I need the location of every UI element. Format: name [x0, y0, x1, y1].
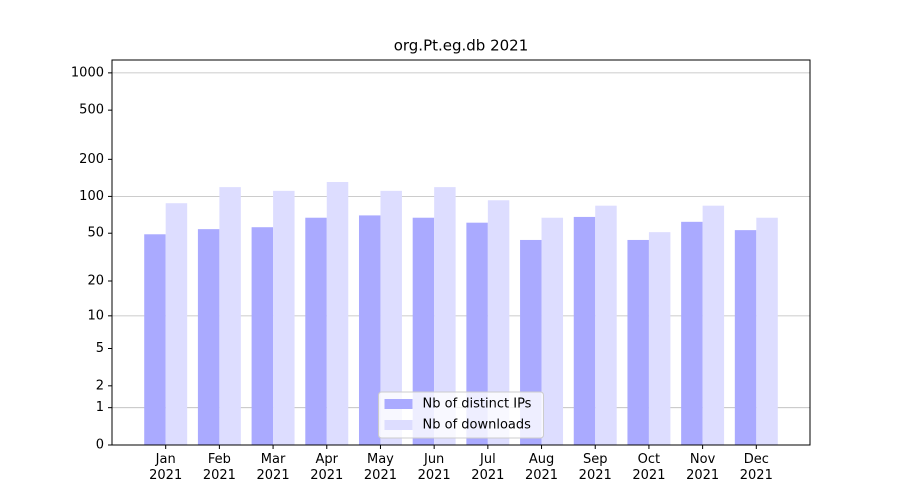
- bar: [197, 229, 220, 445]
- bar: [144, 234, 166, 445]
- x-tick-label: Apr 2021: [310, 452, 344, 483]
- x-tick-label: Jul 2021: [471, 452, 505, 483]
- y-tick-label: 20: [87, 274, 104, 289]
- y-tick-label: 100: [79, 189, 104, 204]
- bar: [273, 190, 295, 445]
- bar: [466, 222, 488, 445]
- bar: [487, 200, 510, 445]
- plot-frame: [111, 59, 811, 446]
- bar: [702, 205, 725, 445]
- y-tick-label: 500: [79, 103, 104, 118]
- legend-box: [378, 391, 544, 439]
- bar: [573, 216, 596, 445]
- x-tick-label: Nov 2021: [686, 452, 720, 483]
- legend: Nb of distinct IPs Nb of downloads: [378, 391, 544, 439]
- bar: [681, 221, 703, 445]
- bar: [326, 181, 349, 445]
- x-tick-label: Dec 2021: [739, 452, 773, 483]
- y-tick-label: 50: [87, 226, 104, 241]
- bar: [380, 190, 402, 445]
- bar: [412, 217, 435, 445]
- legend-swatch: [384, 399, 413, 409]
- bar: [251, 227, 274, 445]
- y-tick-label: 10: [87, 308, 104, 323]
- x-tick-label: Mar 2021: [256, 452, 290, 483]
- bar: [595, 205, 617, 445]
- legend-swatch: [384, 420, 413, 430]
- bar: [627, 239, 649, 445]
- y-tick-label: 5: [96, 341, 104, 356]
- bar: [165, 203, 188, 445]
- x-tick-label: Jan 2021: [149, 452, 183, 483]
- bar: [434, 187, 456, 445]
- x-tick-label: Jun 2021: [417, 452, 451, 483]
- y-tick-label: 0: [96, 438, 104, 453]
- chart-title: org.Pt.eg.db 2021: [394, 37, 529, 55]
- bar: [358, 215, 381, 445]
- y-tick-label: 2: [96, 378, 104, 393]
- x-tick-label: Aug 2021: [524, 452, 559, 483]
- bar: [541, 217, 564, 445]
- bar: [219, 187, 241, 445]
- y-tick-label: 1000: [71, 65, 104, 80]
- bar: [648, 232, 671, 445]
- bar: [734, 230, 757, 445]
- y-tick-label: 200: [79, 152, 104, 167]
- x-tick-label: Sep 2021: [578, 452, 612, 483]
- legend-label: Nb of downloads: [423, 418, 532, 433]
- x-tick-label: Feb 2021: [202, 452, 236, 483]
- bar: [756, 217, 778, 445]
- legend-label: Nb of distinct IPs: [423, 397, 532, 412]
- bar: [305, 217, 327, 445]
- y-tick-label: 1: [96, 400, 104, 415]
- x-tick-label: May 2021: [363, 452, 397, 483]
- x-tick-label: Oct 2021: [632, 452, 666, 483]
